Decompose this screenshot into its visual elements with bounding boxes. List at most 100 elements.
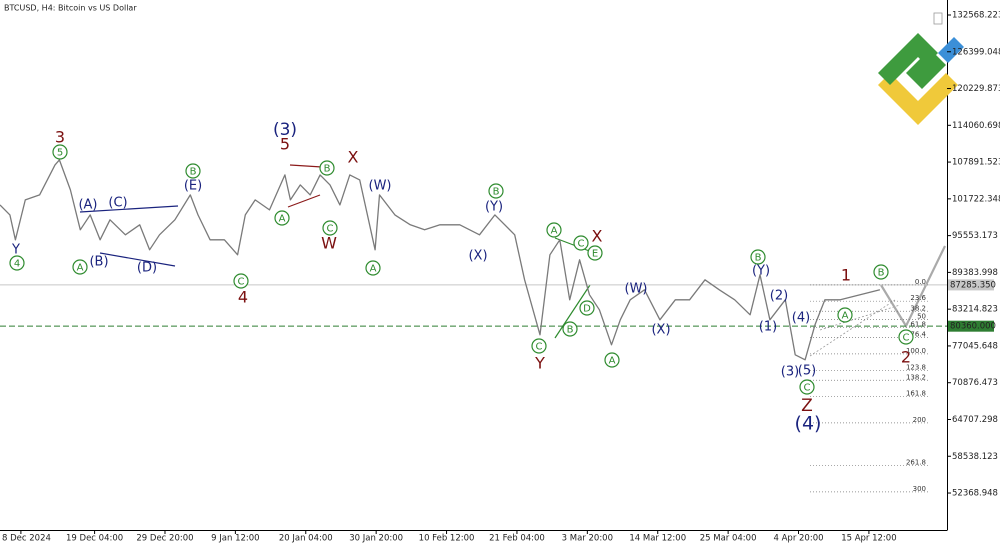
y-tick-label: 132568.223: [952, 10, 1000, 20]
fib-label: 123.8: [906, 363, 926, 371]
y-tick-label: 126399.048: [952, 47, 1000, 57]
wave-label: (X): [468, 249, 487, 264]
trend-line: [554, 284, 591, 339]
channel-line: [809, 299, 896, 357]
wave-circle: [546, 222, 562, 238]
wave-circle: [579, 300, 595, 316]
wave-label: C: [804, 383, 811, 394]
trend-line: [99, 252, 176, 267]
wave-circle: [322, 220, 338, 236]
wave-label: (A): [78, 198, 97, 213]
wave-label: 2: [901, 348, 911, 367]
wave-label: 5: [57, 148, 63, 159]
wave-label: (4): [795, 413, 822, 435]
panel-button[interactable]: [933, 12, 943, 25]
wave-label: (X): [651, 323, 670, 338]
x-tick-label: 19 Dec 04:00: [66, 534, 123, 544]
wave-label: A: [279, 214, 286, 225]
wave-circle: [185, 163, 201, 179]
fib-label: 50: [917, 312, 926, 320]
logo-blue: [938, 37, 964, 63]
wave-label: A: [609, 356, 616, 367]
wave-label: (B): [89, 255, 108, 270]
wave-label: (D): [137, 261, 157, 276]
fib-label: 23.6: [910, 294, 926, 302]
wave-label: W: [321, 234, 337, 253]
fib-label: 61.8: [910, 321, 926, 329]
wave-circle: [837, 307, 853, 323]
wave-circle: [562, 321, 578, 337]
wave-label: C: [238, 277, 245, 288]
wave-circle: [531, 338, 547, 354]
trend-line: [287, 194, 321, 208]
wave-label: 4: [14, 259, 20, 270]
x-tick-label: 15 Apr 12:00: [841, 534, 896, 544]
wave-label: C: [903, 333, 910, 344]
wave-circle: [233, 273, 249, 289]
logo-green: [906, 49, 946, 89]
wave-label: (5): [798, 364, 816, 379]
y-tick-label: 83214.823: [952, 305, 998, 315]
wave-label: 3: [55, 128, 65, 147]
wave-circle: [488, 183, 504, 199]
x-tick-label: 8 Dec 2024: [2, 534, 51, 544]
wave-label: (C): [108, 196, 127, 211]
y-tick-label: 70876.473: [952, 378, 998, 388]
chart-title: BTCUSD, H4: Bitcoin vs US Dollar: [4, 4, 137, 13]
y-tick-label: 58538.123: [952, 452, 998, 462]
logo-yellow: [878, 73, 958, 125]
wave-label: B: [567, 325, 574, 336]
fib-label: 38.2: [910, 304, 926, 312]
wave-circle: [573, 235, 589, 251]
trend-line: [554, 237, 593, 253]
wave-label: B: [493, 187, 500, 198]
x-tick-label: 14 Mar 12:00: [629, 534, 686, 544]
fib-label: 100.0: [906, 347, 926, 355]
wave-label: A: [370, 264, 377, 275]
plot-layer: 132568.223 126399.048 120229.873 114060.698…: [0, 10, 1000, 544]
wave-label: C: [327, 224, 334, 235]
wave-circle: [604, 352, 620, 368]
price-tag: [948, 320, 994, 332]
x-tick-label: 10 Feb 12:00: [419, 534, 475, 544]
wave-label: (E): [184, 179, 202, 194]
wave-label: A: [77, 263, 84, 274]
trend-line: [289, 164, 323, 168]
trend-line: [79, 205, 179, 213]
wave-label: (3): [273, 120, 297, 140]
x-tick-label: 3 Mar 20:00: [562, 534, 613, 544]
wave-label: Y: [11, 243, 20, 258]
wave-label: Z: [801, 396, 813, 416]
x-tick-label: 25 Mar 04:00: [700, 534, 757, 544]
y-tick-label: 101722.348: [952, 194, 1000, 204]
fib-label: 200: [913, 416, 926, 424]
price-tag: [948, 279, 994, 291]
wave-circle: [898, 329, 914, 345]
wave-label: (3): [781, 365, 799, 380]
wave-label: 1: [841, 266, 851, 285]
x-tick-label: 20 Jan 04:00: [279, 534, 333, 544]
y-tick-label: 77045.648: [952, 341, 998, 351]
wave-circle: [587, 245, 603, 261]
wave-label: (2): [770, 289, 788, 304]
wave-label: (Y): [485, 200, 503, 215]
wave-label: 5: [280, 135, 290, 154]
wave-label: C: [578, 239, 585, 250]
wave-circle: [365, 260, 381, 276]
price-line-series: [0, 159, 881, 361]
fib-label: 138.2: [906, 373, 926, 381]
wave-circle: [9, 255, 25, 271]
wave-label: Y: [534, 354, 545, 373]
fib-label: 300: [913, 485, 926, 493]
fib-label: 261.8: [906, 459, 926, 467]
wave-label: B: [324, 164, 331, 175]
y-tick-label: 107891.523: [952, 158, 1000, 168]
y-tick-label: 120229.873: [952, 84, 1000, 94]
fib-label: 0.0: [915, 278, 926, 286]
price-tag-label: 80360.000: [950, 322, 996, 332]
y-tick-label: 64707.298: [952, 415, 998, 425]
wave-circle: [52, 144, 68, 160]
